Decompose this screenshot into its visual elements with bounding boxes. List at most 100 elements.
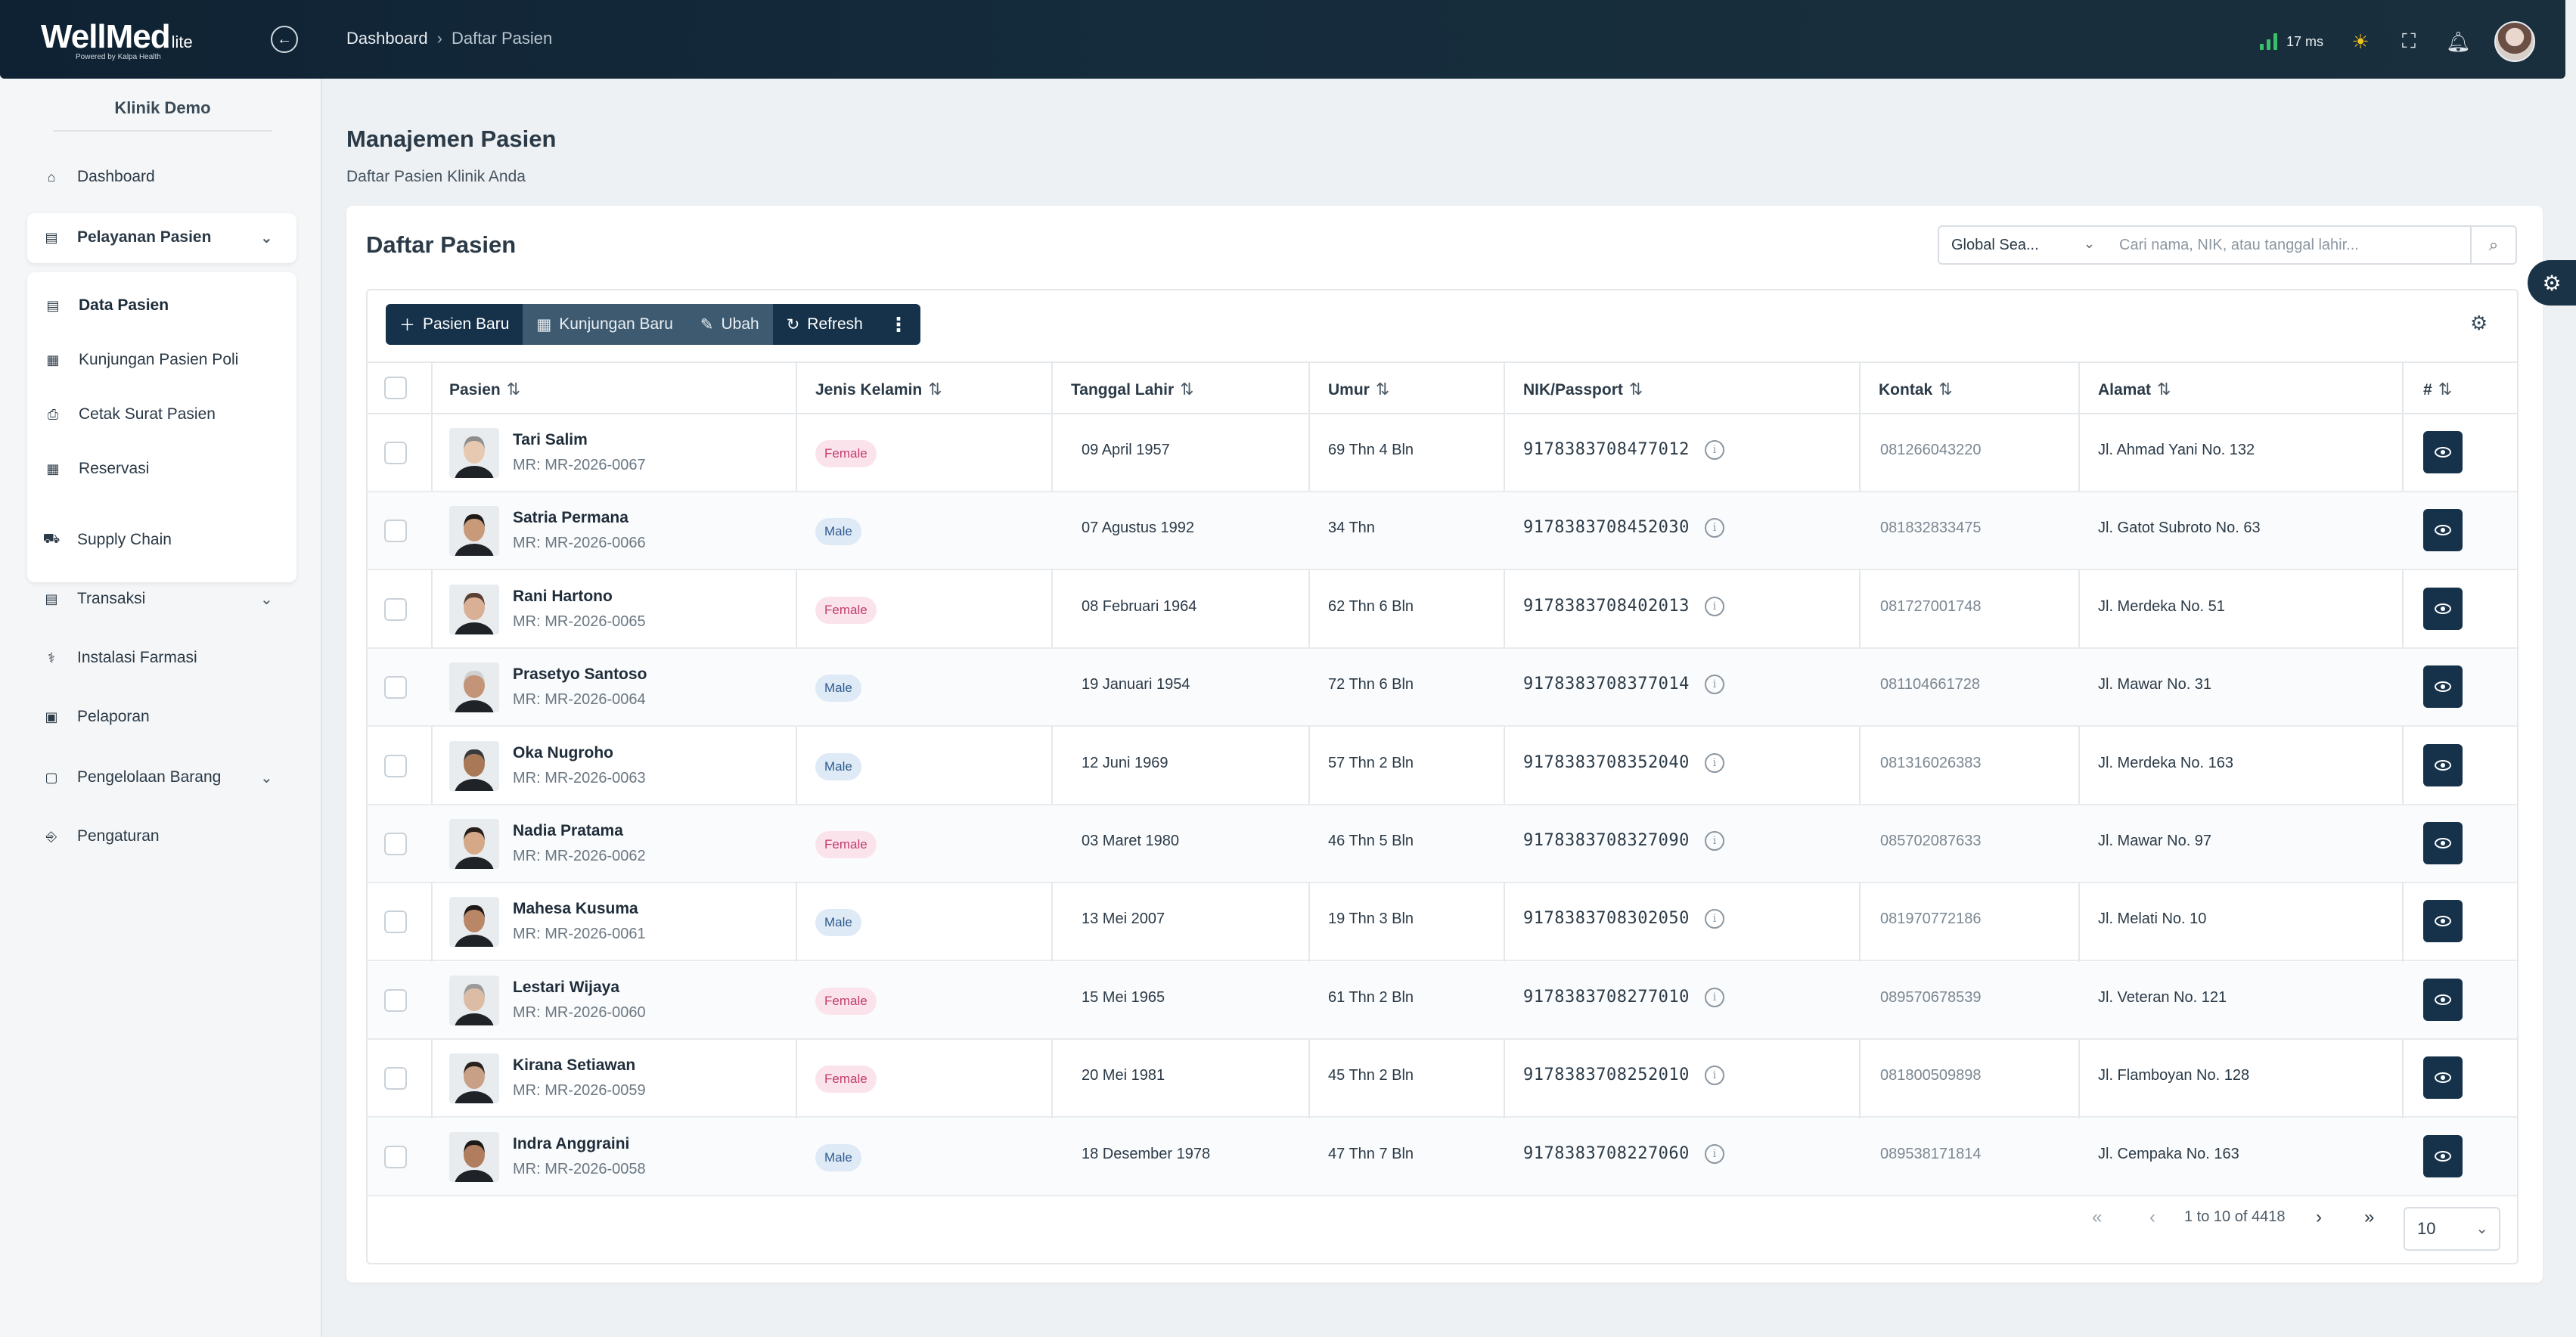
patient-name[interactable]: Lestari Wijaya [513,978,620,996]
theme-toggle-sun-icon[interactable]: ☀ [2351,29,2370,53]
table-row[interactable]: Rani Hartono MR: MR-2026-0065 Female 08 … [368,571,2517,649]
row-checkbox[interactable] [384,442,407,464]
sidebar-item-transaksi[interactable]: ▤ Transaksi ⌄ [42,590,272,608]
chevron-right-icon: › [436,29,442,48]
view-patient-button[interactable] [2423,743,2463,786]
fullscreen-icon[interactable]: ⛶ [2401,29,2416,52]
select-all-checkbox[interactable] [384,377,407,399]
new-visit-button[interactable]: ▦ Kunjungan Baru [523,304,687,345]
sidebar-item-cetak-surat-pasien[interactable]: ⎙ Cetak Surat Pasien [44,405,216,423]
view-patient-button[interactable] [2423,978,2463,1021]
collapse-sidebar-button[interactable]: ← [271,26,298,53]
patient-name[interactable]: Kirana Setiawan [513,1056,636,1075]
sidebar-item-dashboard[interactable]: ⌂ Dashboard [42,168,155,186]
table-row[interactable]: Oka Nugroho MR: MR-2026-0063 Male 12 Jun… [368,727,2517,805]
sidebar-item-supply-chain[interactable]: ⛟ Supply Chain [42,531,172,549]
row-checkbox[interactable] [384,676,407,700]
column-settings-gear-icon[interactable]: ⚙ [2470,312,2488,334]
table-row[interactable]: Kirana Setiawan MR: MR-2026-0059 Female … [368,1040,2517,1118]
patient-name[interactable]: Oka Nugroho [513,743,614,762]
info-icon[interactable]: i [1705,1066,1724,1086]
birth-date: 20 Mei 1981 [1082,1067,1165,1084]
patient-name[interactable]: Satria Permana [513,509,628,527]
info-icon[interactable]: i [1705,909,1724,929]
sidebar-item-kunjungan-pasien-poli[interactable]: ▦ Kunjungan Pasien Poli [44,351,238,369]
wellmed-logo[interactable]: WellMedlite Powered by Kalpa Health [41,18,193,61]
info-icon[interactable]: i [1705,987,1724,1007]
row-checkbox[interactable] [384,833,407,855]
table-row[interactable]: Satria Permana MR: MR-2026-0066 Male 07 … [368,492,2517,571]
row-checkbox[interactable] [384,988,407,1012]
view-patient-button[interactable] [2423,1056,2463,1100]
previous-page-button[interactable]: ‹ [2149,1207,2155,1227]
first-page-button[interactable]: « [2092,1207,2103,1227]
view-patient-button[interactable] [2423,822,2463,864]
patient-name[interactable]: Prasetyo Santoso [513,665,647,684]
search-scope-select[interactable]: Global Sea... ⌄ [1938,225,2109,265]
view-patient-button[interactable] [2423,900,2463,943]
view-patient-button[interactable] [2423,509,2463,552]
more-actions-button[interactable]: ⋮ [876,304,920,345]
row-checkbox[interactable] [384,520,407,543]
breadcrumb-dashboard[interactable]: Dashboard [346,29,428,48]
sidebar-item-pelayanan-pasien[interactable]: ▤ Pelayanan Pasien ⌄ [42,228,272,247]
info-icon[interactable]: i [1705,440,1724,460]
row-checkbox[interactable] [384,754,407,777]
patient-name[interactable]: Nadia Pratama [513,822,623,839]
table-row[interactable]: Tari Salim MR: MR-2026-0067 Female 09 Ap… [368,414,2517,492]
view-patient-button[interactable] [2423,665,2463,709]
column-header-jenis-kelamin[interactable]: Jenis Kelamin ⇅ [815,380,942,399]
column-header-alamat[interactable]: Alamat ⇅ [2098,380,2171,399]
table-row[interactable]: Prasetyo Santoso MR: MR-2026-0064 Male 1… [368,649,2517,727]
column-header-pasien[interactable]: Pasien ⇅ [449,380,520,399]
search-button[interactable]: ⌕ [2470,225,2517,265]
sidebar-item-pengelolaan-barang[interactable]: ▢ Pengelolaan Barang ⌄ [42,768,272,786]
address: Jl. Melati No. 10 [2098,910,2207,928]
table-row[interactable]: Mahesa Kusuma MR: MR-2026-0061 Male 13 M… [368,883,2517,962]
sidebar-item-pelaporan[interactable]: ▣ Pelaporan [42,708,149,726]
row-checkbox[interactable] [384,1145,407,1168]
table-row[interactable]: Nadia Pratama MR: MR-2026-0062 Female 03… [368,805,2517,883]
new-patient-button[interactable]: ＋ Pasien Baru [386,304,523,345]
column-header-tanggal-lahir[interactable]: Tanggal Lahir ⇅ [1071,380,1194,399]
page-size-select[interactable]: 10 ⌄ [2404,1207,2500,1251]
refresh-button[interactable]: ↻ Refresh [772,304,877,345]
edit-button[interactable]: ✎ Ubah [686,304,773,345]
column-header-umur[interactable]: Umur ⇅ [1328,380,1389,399]
bell-icon[interactable]: 🔔︎ [2446,29,2472,53]
info-icon[interactable]: i [1705,518,1724,538]
column-header-actions[interactable]: # ⇅ [2423,380,2452,399]
table-row[interactable]: Lestari Wijaya MR: MR-2026-0060 Female 1… [368,961,2517,1040]
patient-name[interactable]: Rani Hartono [513,587,613,605]
sidebar-item-reservasi[interactable]: ▦ Reservasi [44,460,149,478]
patient-name[interactable]: Mahesa Kusuma [513,900,638,918]
table-row[interactable]: Indra Anggraini MR: MR-2026-0058 Male 18… [368,1118,2517,1196]
view-patient-button[interactable] [2423,587,2463,630]
info-icon[interactable]: i [1705,596,1724,616]
user-avatar[interactable] [2494,21,2535,62]
row-checkbox[interactable] [384,1067,407,1090]
next-page-button[interactable]: › [2316,1207,2322,1227]
search-input[interactable] [2107,225,2472,265]
view-patient-button[interactable] [2423,1134,2463,1177]
patient-age: 61 Thn 2 Bln [1328,988,1414,1006]
info-icon[interactable]: i [1705,752,1724,773]
info-icon[interactable]: i [1705,1143,1724,1164]
column-header-kontak[interactable]: Kontak ⇅ [1879,380,1953,399]
floating-settings-button[interactable]: ⚙ [2528,260,2576,306]
patient-name[interactable]: Indra Anggraini [513,1134,630,1152]
info-icon[interactable]: i [1705,675,1724,695]
sidebar-item-data-pasien[interactable]: ▤ Data Pasien [44,296,169,315]
sidebar-item-instalasi-farmasi[interactable]: ⚕ Instalasi Farmasi [42,649,197,667]
column-header-nik-passport[interactable]: NIK/Passport ⇅ [1523,380,1643,399]
row-checkbox[interactable] [384,597,407,621]
patient-age: 62 Thn 6 Bln [1328,597,1414,615]
patient-name[interactable]: Tari Salim [513,431,588,448]
row-checkbox[interactable] [384,910,407,934]
eye-icon [2435,603,2451,614]
last-page-button[interactable]: » [2364,1207,2375,1227]
info-icon[interactable]: i [1705,831,1724,851]
nik-number: 9178383708227060 [1523,1143,1690,1163]
sidebar-item-pengaturan[interactable]: ⎆ Pengaturan [42,827,160,845]
view-patient-button[interactable] [2423,431,2463,473]
